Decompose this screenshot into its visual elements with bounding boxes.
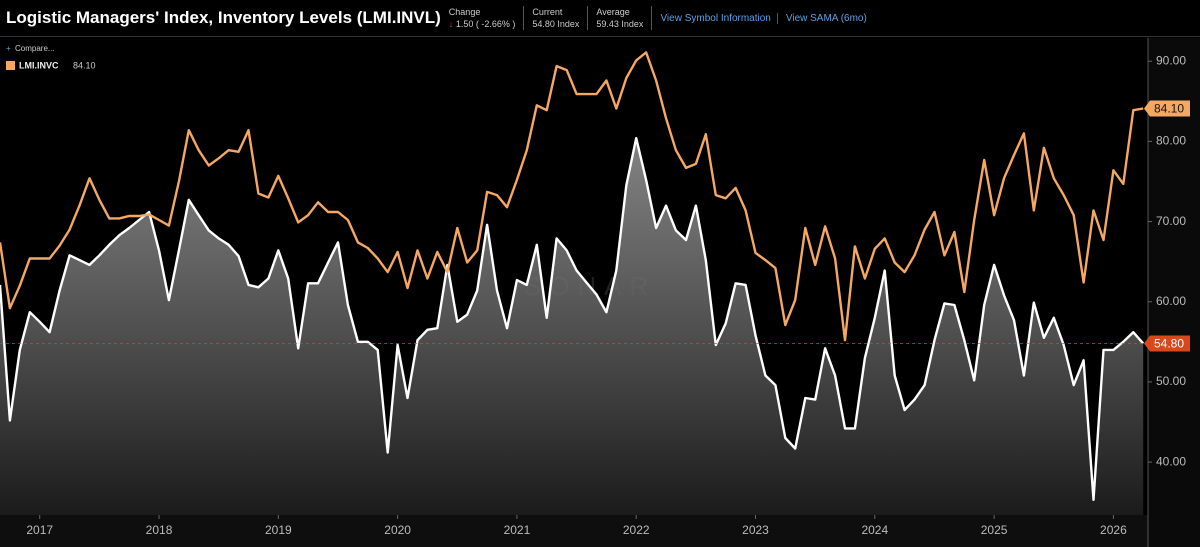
y-axis-background [1148, 38, 1200, 547]
price-badge [1144, 335, 1190, 352]
price-badge [1144, 100, 1190, 117]
x-tick-label: 2019 [265, 523, 292, 537]
y-tick-label: 60.00 [1156, 294, 1186, 308]
current: Current 54.80 Index [532, 6, 589, 30]
x-tick-label: 2026 [1100, 523, 1127, 537]
y-tick-label: 80.00 [1156, 134, 1186, 148]
x-tick-label: 2021 [504, 523, 531, 537]
down-arrow: ↓ [448, 19, 454, 29]
x-tick-label: 2024 [861, 523, 888, 537]
average-label: Average [596, 7, 630, 17]
price-label: 54.80 [1154, 337, 1184, 351]
x-axis-background [0, 515, 1148, 547]
area [0, 138, 1144, 515]
average-value: 59.43 Index [596, 19, 644, 29]
price-label: 84.10 [1154, 102, 1184, 116]
y-tick-label: 40.00 [1156, 454, 1186, 468]
x-tick-label: 2023 [742, 523, 769, 537]
x-tick-label: 2017 [26, 523, 53, 537]
line [0, 137, 1145, 501]
legend-value: 84.10 [73, 60, 96, 70]
x-tick-label: 2022 [623, 523, 650, 537]
sama-link[interactable]: View SAMA (6mo) [785, 12, 867, 24]
y-tick-label: 50.00 [1156, 374, 1186, 388]
change: Change ↓ 1.50 ( -2.66% ) [449, 6, 525, 30]
x-tick-label: 2018 [146, 523, 173, 537]
current-label: Current [532, 7, 563, 17]
x-tick-label: 2025 [981, 523, 1008, 537]
symbol-link[interactable]: View Symbol Information [660, 12, 778, 24]
legend-label: LMI.INVC [19, 60, 59, 70]
change-label: Change [448, 7, 481, 17]
line [0, 51, 1144, 342]
current-value: 54.80 Index [532, 19, 580, 29]
average: Average 59.43 Index [596, 6, 653, 30]
compare-plus[interactable]: + [6, 44, 11, 53]
change-value: 1.50 ( -2.66% ) [455, 19, 516, 29]
x-tick-label: 2020 [384, 523, 411, 537]
y-tick-label: 90.00 [1156, 53, 1186, 67]
title: Logistic Managers' Index, Inventory Leve… [6, 8, 441, 27]
y-tick-label: 70.00 [1156, 214, 1186, 228]
header: Logistic Managers' Index, Inventory Leve… [0, 0, 1200, 37]
legend-swatch [6, 61, 15, 70]
compare[interactable]: Compare... [15, 44, 55, 53]
